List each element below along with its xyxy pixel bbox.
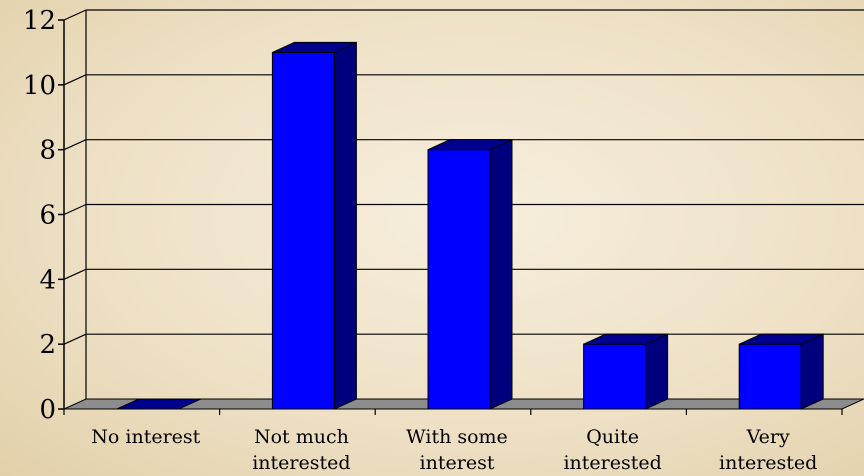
bar-top	[427, 139, 513, 151]
category-label: interest	[420, 452, 495, 474]
bar-side	[489, 138, 513, 410]
y-tick-label: 2	[39, 330, 56, 360]
bar	[738, 333, 824, 410]
bar-top	[272, 41, 357, 53]
bar-front	[738, 343, 802, 410]
gridline-wall	[63, 74, 87, 86]
y-tick-label: 4	[39, 265, 56, 295]
category-label: With some	[406, 426, 508, 448]
bar-top	[738, 333, 824, 345]
bar-front	[271, 51, 335, 410]
y-tick-label: 8	[39, 136, 56, 166]
bar	[427, 138, 513, 410]
bar	[116, 398, 202, 410]
category-label: No interest	[91, 426, 200, 448]
category-label: interested	[563, 452, 661, 474]
gridline-wall	[63, 333, 87, 345]
gridline-wall	[63, 9, 87, 21]
bar-front	[427, 149, 491, 410]
y-axis: 0 2 4 6 8 10 12	[23, 6, 65, 425]
y-tick-label: 10	[23, 71, 56, 101]
category-label: interested	[252, 452, 350, 474]
y-tick-label: 12	[23, 6, 56, 36]
gridline-wall	[63, 139, 87, 151]
bar-front	[583, 343, 647, 410]
bar-top	[583, 333, 668, 345]
bars	[116, 41, 824, 410]
bar	[271, 41, 357, 410]
bar-side	[800, 333, 824, 410]
bar-side	[645, 333, 669, 410]
category-label: Not much	[254, 426, 349, 448]
bar	[583, 333, 669, 410]
gridline-wall	[63, 268, 87, 280]
category-label: interested	[719, 452, 817, 474]
category-label: Very	[746, 426, 790, 448]
y-tick-label: 0	[39, 395, 56, 425]
bar-top	[116, 398, 202, 410]
gridline-wall	[63, 203, 87, 216]
bar-side	[333, 41, 357, 410]
axis-labels: No interest Not much interested With some in…	[63, 409, 843, 474]
y-tick-label: 6	[39, 201, 56, 231]
category-label: Quite	[586, 426, 639, 448]
